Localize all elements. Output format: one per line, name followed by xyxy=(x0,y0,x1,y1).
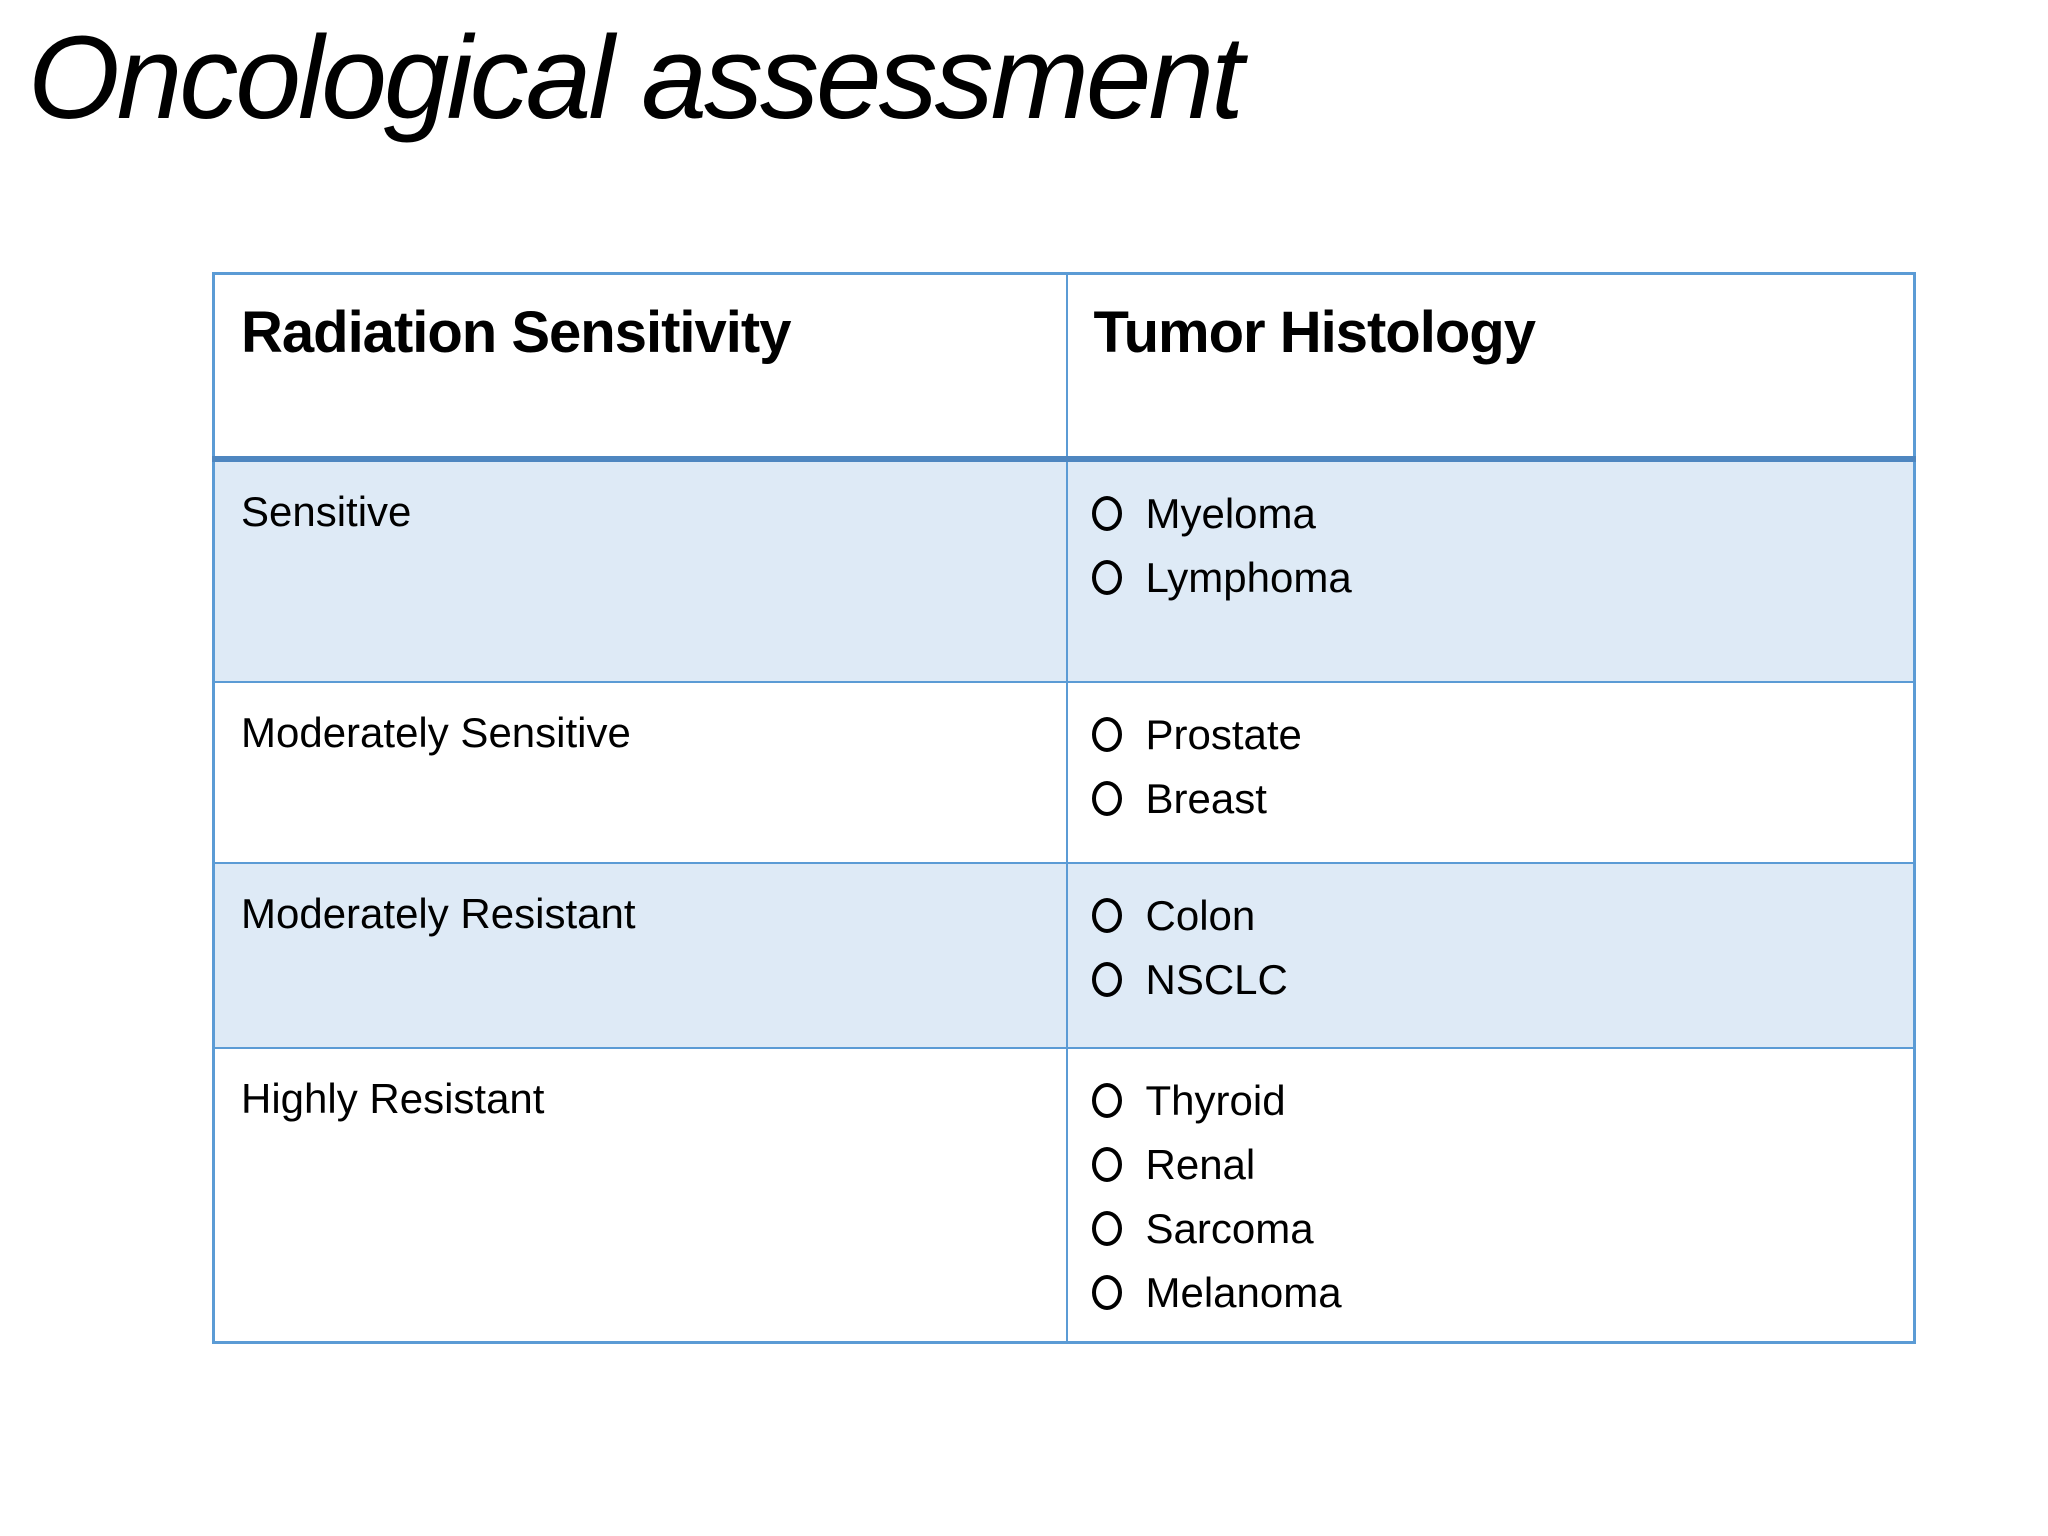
histology-label: Thyroid xyxy=(1145,1076,1286,1124)
slide-title: Oncological assessment xyxy=(28,12,1244,144)
list-item: Sarcoma xyxy=(1091,1197,1894,1261)
histology-cell: Colon NSCLC xyxy=(1065,861,1916,1049)
circle-bullet-icon xyxy=(1091,560,1122,595)
circle-bullet-icon xyxy=(1091,1211,1122,1246)
list-item: Breast xyxy=(1091,767,1894,831)
sensitivity-cell: Sensitive xyxy=(212,457,1068,683)
circle-bullet-icon xyxy=(1091,496,1122,531)
histology-label: Melanoma xyxy=(1145,1268,1342,1316)
histology-label: Breast xyxy=(1145,774,1267,822)
circle-bullet-icon xyxy=(1091,1147,1122,1182)
histology-list: Myeloma Lymphoma xyxy=(1091,482,1894,610)
circle-bullet-icon xyxy=(1091,1083,1122,1118)
list-item: Melanoma xyxy=(1091,1261,1894,1325)
histology-label: Prostate xyxy=(1145,710,1302,758)
list-item: Lymphoma xyxy=(1091,546,1894,610)
histology-label: Myeloma xyxy=(1145,489,1316,537)
list-item: Myeloma xyxy=(1091,482,1894,546)
histology-cell: Thyroid Renal Sarcoma Melanoma xyxy=(1065,1046,1916,1343)
histology-label: Sarcoma xyxy=(1145,1204,1314,1252)
table-row-sensitive: Sensitive Myeloma Lymphoma xyxy=(212,457,1916,683)
histology-list: Colon NSCLC xyxy=(1091,884,1894,1012)
sensitivity-cell: Highly Resistant xyxy=(212,1046,1068,1343)
sensitivity-cell: Moderately Resistant xyxy=(212,861,1068,1049)
histology-label: Renal xyxy=(1145,1140,1256,1188)
table-row-highly-resistant: Highly Resistant Thyroid Renal xyxy=(212,1046,1916,1343)
circle-bullet-icon xyxy=(1091,717,1122,752)
circle-bullet-icon xyxy=(1091,781,1122,816)
histology-label: Colon xyxy=(1145,891,1256,939)
histology-label: NSCLC xyxy=(1145,955,1288,1003)
sensitivity-cell: Moderately Sensitive xyxy=(212,680,1068,864)
list-item: NSCLC xyxy=(1091,948,1894,1012)
list-item: Prostate xyxy=(1091,703,1894,767)
histology-label: Lymphoma xyxy=(1145,553,1352,601)
circle-bullet-icon xyxy=(1091,898,1122,933)
list-item: Colon xyxy=(1091,884,1894,948)
histology-cell: Prostate Breast xyxy=(1065,680,1916,864)
histology-list: Thyroid Renal Sarcoma Melanoma xyxy=(1091,1069,1894,1325)
list-item: Renal xyxy=(1091,1133,1894,1197)
table-row-moderately-sensitive: Moderately Sensitive Prostate Breast xyxy=(212,680,1916,864)
circle-bullet-icon xyxy=(1091,962,1122,997)
radiation-sensitivity-table: Radiation Sensitivity Tumor Histology Se… xyxy=(212,272,1916,1344)
column-header-radiation-sensitivity: Radiation Sensitivity xyxy=(212,272,1068,462)
table-row-moderately-resistant: Moderately Resistant Colon NSCLC xyxy=(212,861,1916,1049)
list-item: Thyroid xyxy=(1091,1069,1894,1133)
table-header-row: Radiation Sensitivity Tumor Histology xyxy=(212,272,1916,462)
histology-cell: Myeloma Lymphoma xyxy=(1065,457,1916,683)
circle-bullet-icon xyxy=(1091,1275,1122,1310)
histology-list: Prostate Breast xyxy=(1091,703,1894,831)
column-header-tumor-histology: Tumor Histology xyxy=(1065,272,1916,462)
